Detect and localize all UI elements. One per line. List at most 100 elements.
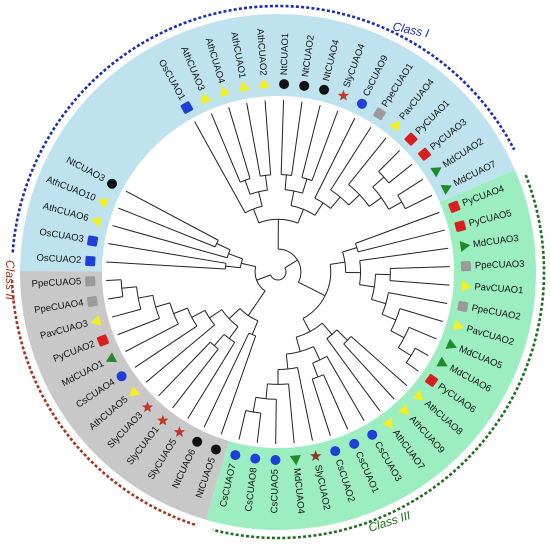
tree-branch [311, 110, 339, 181]
tree-branch [371, 298, 386, 305]
tree-branch-arc [314, 197, 331, 209]
tree-branch [359, 284, 375, 288]
tree-branch [280, 100, 285, 175]
marker-square-blue [87, 235, 99, 247]
marker-square-gray [373, 107, 386, 121]
tree-branch [106, 261, 226, 270]
tree-branch [350, 336, 408, 387]
class-2-background [19, 270, 229, 520]
tree-branch [210, 113, 241, 183]
tree-branch-arc [226, 249, 231, 258]
marker-triangle-yellow [389, 120, 400, 133]
marker-square-gray [85, 276, 96, 287]
tree-branch-arc [281, 174, 292, 176]
tree-branch [228, 253, 243, 260]
tree-branch [125, 190, 219, 241]
tree-branch [108, 296, 123, 300]
class-label-3: Class III [367, 508, 413, 535]
marker-triangle-green [436, 356, 448, 367]
tree-branch [297, 209, 304, 224]
tree-branch [311, 288, 326, 297]
tree-branches [106, 100, 450, 444]
marker-circle-black [299, 80, 310, 91]
marker-triangle-yellow [219, 85, 231, 98]
tree-branch [321, 322, 333, 335]
class-2-arc [10, 280, 196, 526]
tree-branch [265, 383, 268, 399]
tree-branch [348, 137, 387, 185]
marker-circle-blue [270, 454, 281, 465]
tree-branch [256, 274, 271, 281]
marker-circle-black [319, 84, 330, 95]
tree-branch-arc [354, 243, 359, 252]
marker-square-blue [85, 255, 96, 267]
tree-branch [355, 211, 440, 244]
leaf-label: CsCUAO5 [269, 469, 281, 513]
marker-triangle-yellow [382, 417, 393, 429]
tree-branch-arc [224, 263, 227, 269]
tree-branch [237, 199, 246, 214]
tree-branch [397, 178, 424, 196]
leaf-label: NtCUAO1 [279, 33, 291, 76]
marker-square-red [404, 132, 418, 146]
leaf-label: MdCUAO4 [291, 468, 306, 515]
leaf-label: PpeCUAO3 [475, 259, 525, 272]
tree-branch [405, 194, 433, 210]
marker-circle-blue [230, 450, 241, 461]
tree-branch [264, 100, 272, 175]
tree-branch [297, 367, 313, 441]
tree-branch [256, 413, 262, 443]
marker-square-red [448, 200, 461, 213]
tree-branch-arc [152, 295, 160, 319]
class-3-background [206, 169, 537, 530]
marker-triangle-yellow [238, 81, 250, 92]
marker-square-red [454, 220, 467, 232]
tree-branch [246, 102, 261, 177]
leaf-label: PpeCUAO5 [31, 276, 81, 289]
tree-branch [330, 261, 345, 265]
marker-circle-black [107, 178, 118, 189]
tree-branch [357, 229, 445, 253]
tree-branch-arc [169, 302, 179, 325]
tree-branch [220, 335, 257, 435]
tree-branch [314, 202, 324, 216]
tree-branch [313, 346, 321, 361]
tree-branch [252, 208, 260, 224]
tree-branch [295, 337, 301, 352]
class-1-background [20, 14, 515, 272]
tree-branch [288, 383, 295, 444]
marker-square-gray [86, 295, 98, 307]
tree-branch [106, 279, 122, 282]
tree-branch [216, 243, 231, 251]
class-3-arc [212, 174, 546, 540]
tree-branch [194, 121, 239, 201]
marker-circle-blue [250, 453, 261, 464]
marker-star-brown [309, 450, 322, 462]
tree-branch [118, 207, 216, 248]
tree-branch-arc [249, 189, 268, 195]
tree-branch [244, 180, 251, 195]
tree-branch [342, 247, 358, 253]
tree-branch [125, 323, 179, 352]
marker-circle-black [279, 79, 290, 90]
tree-branch-arc [278, 248, 302, 283]
tree-branch [275, 399, 277, 444]
marker-triangle-yellow [398, 404, 409, 416]
tree-branch [311, 378, 331, 436]
marker-circle-blue [349, 438, 360, 449]
tree-branch-arc [301, 177, 313, 182]
marker-star-red [141, 401, 154, 413]
tree-branch [314, 117, 356, 199]
tree-branch [117, 317, 160, 336]
class-arcs [10, 4, 546, 540]
tree-branch [326, 356, 365, 422]
marker-star-red [173, 426, 186, 437]
tree-branch [389, 280, 450, 286]
tree-branch [378, 150, 401, 172]
tree-branch [228, 107, 251, 179]
class-1-arc [11, 4, 516, 253]
tree-branch [406, 362, 419, 372]
marker-triangle-green [430, 167, 442, 178]
tree-branch-arc [120, 279, 124, 297]
tree-branch [112, 225, 228, 259]
